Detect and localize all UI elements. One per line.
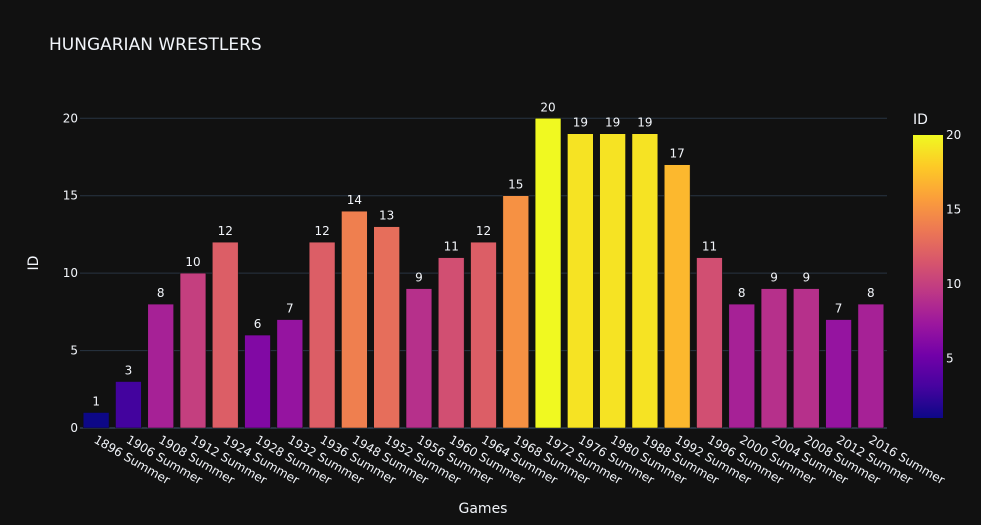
y-tick-label: 20 bbox=[63, 111, 78, 125]
bar bbox=[212, 241, 239, 429]
colorbar-gradient bbox=[913, 135, 943, 418]
bar-value-label: 17 bbox=[670, 147, 685, 161]
bar-value-label: 9 bbox=[770, 271, 778, 285]
bar bbox=[308, 241, 336, 429]
bar bbox=[631, 133, 659, 429]
y-tick-label: 0 bbox=[70, 421, 78, 435]
bar bbox=[534, 118, 562, 429]
bar-value-label: 1 bbox=[92, 395, 100, 409]
bar-value-label: 12 bbox=[218, 224, 233, 238]
bar bbox=[696, 257, 723, 429]
colorbar-title: ID bbox=[913, 112, 928, 128]
bar-value-label: 19 bbox=[573, 116, 588, 130]
bar-value-label: 8 bbox=[157, 286, 165, 300]
bar bbox=[341, 210, 368, 429]
bar bbox=[179, 272, 207, 429]
bar-value-label: 19 bbox=[637, 116, 652, 130]
colorbar-tick-label: 10 bbox=[946, 277, 961, 291]
bar bbox=[276, 319, 303, 429]
colorbar-ticks: 5 10 15 20 bbox=[946, 128, 961, 365]
bar bbox=[438, 257, 465, 429]
colorbar-tick-label: 5 bbox=[946, 351, 954, 365]
bar bbox=[825, 319, 852, 429]
y-tick-label: 5 bbox=[70, 344, 78, 358]
bar-value-label: 11 bbox=[444, 240, 459, 254]
bar bbox=[567, 133, 594, 429]
bars bbox=[82, 118, 885, 429]
bar bbox=[470, 241, 497, 429]
bar-value-label: 19 bbox=[605, 116, 620, 130]
bar bbox=[244, 334, 271, 429]
y-tick-label: 15 bbox=[63, 189, 78, 203]
bar-value-label: 8 bbox=[867, 286, 875, 300]
colorbar: ID 5 10 15 20 bbox=[913, 112, 961, 418]
colorbar-tick-label: 20 bbox=[946, 128, 961, 142]
bar-value-label: 9 bbox=[802, 271, 810, 285]
bar-value-label: 9 bbox=[415, 271, 423, 285]
bar bbox=[857, 303, 885, 429]
bar-value-label: 6 bbox=[254, 317, 262, 331]
bar-value-label: 3 bbox=[125, 364, 133, 378]
bar-value-label: 12 bbox=[476, 224, 491, 238]
chart-title: HUNGARIAN WRESTLERS bbox=[49, 35, 262, 55]
bar bbox=[373, 226, 400, 429]
x-axis-title: Games bbox=[459, 501, 508, 517]
bar-value-label: 7 bbox=[286, 302, 294, 316]
bar bbox=[82, 412, 110, 429]
bar bbox=[664, 164, 691, 429]
bar bbox=[502, 195, 529, 429]
bar-value-label: 13 bbox=[379, 209, 394, 223]
bar bbox=[115, 381, 142, 429]
bar-value-label: 12 bbox=[314, 224, 329, 238]
y-axis-title: ID bbox=[26, 256, 42, 271]
bar-value-label: 14 bbox=[347, 193, 362, 207]
bar-value-label: 20 bbox=[540, 100, 555, 114]
bar-value-label: 10 bbox=[185, 255, 200, 269]
bar bbox=[793, 288, 820, 429]
bar bbox=[760, 288, 788, 429]
y-tick-label: 10 bbox=[63, 266, 78, 280]
bar bbox=[405, 288, 433, 429]
bar-value-label: 15 bbox=[508, 178, 523, 192]
bar bbox=[599, 133, 626, 429]
bar bbox=[728, 303, 755, 429]
bar-value-label: 7 bbox=[835, 302, 843, 316]
colorbar-tick-label: 15 bbox=[946, 202, 961, 216]
y-tick-labels: 0 5 10 15 20 bbox=[63, 111, 78, 435]
bar-value-label: 11 bbox=[702, 240, 717, 254]
bar-value-label: 8 bbox=[738, 286, 746, 300]
bar bbox=[147, 303, 174, 429]
